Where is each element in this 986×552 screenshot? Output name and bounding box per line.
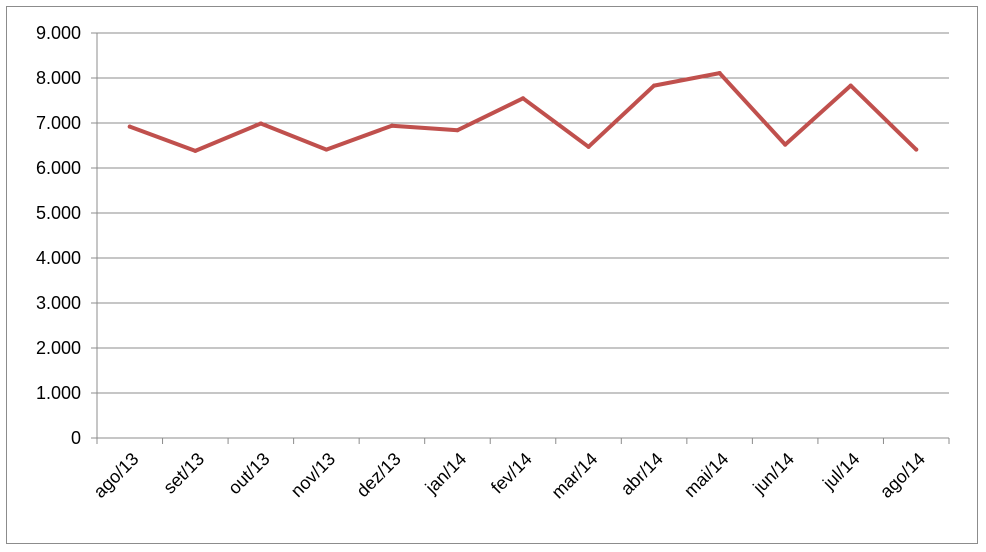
x-tick-label: out/13 <box>224 449 274 499</box>
y-tick-label: 2.000 <box>36 338 81 358</box>
data-point <box>717 71 722 76</box>
x-tick-label: dez/13 <box>352 449 404 501</box>
x-tick-label: set/13 <box>159 449 208 498</box>
gridlines <box>97 32 949 394</box>
x-tick-label: abr/14 <box>617 449 667 499</box>
y-tick-label: 8.000 <box>36 68 81 88</box>
y-tick-label: 4.000 <box>36 248 81 268</box>
y-tick-labels: 0 1.000 2.000 3.000 4.000 5.000 6.000 7.000 8.00… <box>36 23 81 448</box>
data-point <box>521 96 525 101</box>
data-point <box>783 142 788 147</box>
y-tick-label: 9.000 <box>36 23 81 43</box>
x-tick-labels: ago/13 set/13 out/13 nov/13 dez/13 jan/14 fev/… <box>90 449 930 503</box>
x-tick-label: mar/14 <box>548 449 602 503</box>
x-tick-label: ago/14 <box>876 449 929 502</box>
data-point <box>848 83 853 88</box>
y-tick-label: 6.000 <box>36 158 81 178</box>
data-point <box>455 128 460 133</box>
y-tick-label: 1.000 <box>36 383 81 403</box>
y-tick-label: 7.000 <box>36 113 81 133</box>
y-tick-label: 3.000 <box>36 293 81 313</box>
x-tick-label: jun/14 <box>748 449 798 499</box>
data-point <box>389 123 394 128</box>
series-line <box>127 71 919 153</box>
data-point <box>324 147 329 152</box>
data-point <box>586 144 591 149</box>
data-point <box>652 83 657 88</box>
axes <box>91 32 950 444</box>
y-tick-label: 5.000 <box>36 203 81 223</box>
x-tick-label: nov/13 <box>287 449 339 501</box>
data-point <box>193 148 198 153</box>
y-tick-label: 0 <box>71 428 81 448</box>
data-point <box>914 147 919 152</box>
data-point <box>127 124 132 129</box>
chart-frame <box>6 6 978 544</box>
data-point <box>258 121 263 126</box>
x-tick-label: jan/14 <box>421 449 471 499</box>
x-tick-label: jul/14 <box>818 449 863 494</box>
x-tick-label: mai/14 <box>680 449 732 501</box>
x-tick-label: fev/14 <box>487 449 536 498</box>
series <box>127 71 919 153</box>
x-tick-label: ago/13 <box>90 449 143 502</box>
